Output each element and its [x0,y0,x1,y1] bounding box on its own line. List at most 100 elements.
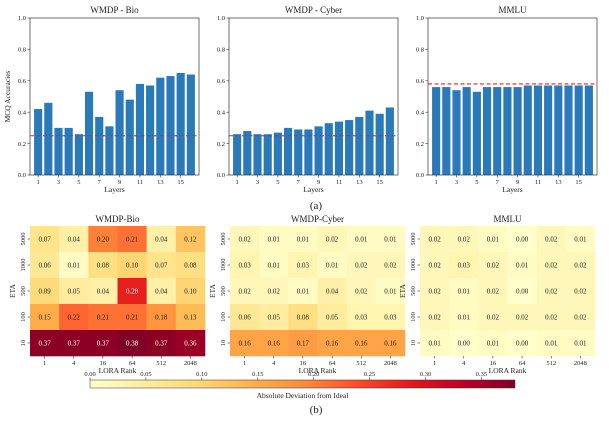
x-tick-label: 2048 [184,360,197,367]
bar [146,85,155,175]
heatmap-cell [259,304,289,331]
heatmap-cell-label: 0.01 [487,340,500,348]
heatmap-cell-label: 0.00 [516,340,529,348]
colorbar-tick-label: 0.00 [84,371,95,378]
x-tick-label: 13 [555,179,562,186]
x-axis-label: Layers [303,185,323,194]
heatmap-cell [449,226,479,253]
heatmap-cell-label: 0.01 [326,262,339,270]
x-tick-label: 2048 [574,360,587,367]
axes-frame [427,17,598,176]
y-tick-label: 0.4 [217,109,226,116]
heatmap-cell-label: 0.22 [68,314,81,322]
heatmap-cell [420,252,450,279]
x-tick-label: 16 [100,360,107,367]
y-tick-label: 5000 [220,233,227,246]
bar [375,113,384,175]
x-tick-label: 512 [356,360,366,367]
y-tick-label: 0.6 [217,78,226,85]
x-tick-label: 3 [455,179,458,186]
bar [95,116,104,175]
heatmap-cell [230,330,260,357]
bar [365,110,374,175]
heatmap-cell-label: 0.01 [384,288,397,296]
heatmap-cell [478,226,508,253]
y-tick-label: 0.6 [18,78,27,85]
heatmap-cell-label: 0.02 [574,314,587,322]
bar [462,87,471,175]
y-tick-label: 0.2 [18,141,26,148]
heatmap-cell [88,252,118,279]
y-tick-label: 0.4 [18,109,27,116]
heatmap-cell [536,330,567,357]
heatmap-cell-label: 0.02 [516,314,529,322]
heatmap-cell [30,304,60,331]
heatmap-cell-label: 0.01 [297,236,310,244]
heatmap-cell [317,252,347,279]
x-tick-label: 7 [496,179,500,186]
chart-title: WMDP - Bio [90,5,139,15]
heatmap-cell [420,304,450,331]
x-tick-label: 9 [516,179,519,186]
heatmap-cell-label: 0.13 [184,314,197,322]
bar [54,127,63,175]
x-tick-label: 1 [43,360,46,367]
heatmap-cell [117,304,147,331]
heatmap-cell [317,278,347,305]
heatmap-cell-label: 0.01 [355,236,368,244]
heatmap-cell [346,278,377,305]
x-tick-label: 9 [317,179,320,186]
heatmap-cell-label: 0.04 [326,288,339,296]
bar [34,109,43,175]
heatmap-cell-label: 0.02 [384,262,397,270]
y-tick-label: 500 [410,286,417,296]
heatmap-cell [565,330,596,357]
heatmap-cell [346,304,377,331]
heatmap-cell [478,330,508,357]
heatmap-cell-label: 0.02 [238,236,251,244]
heatmap-cell [59,226,89,253]
bar [493,87,502,175]
heatmap-cell [175,278,206,305]
heatmap-cell [449,278,479,305]
y-tick-label: 5000 [20,233,27,246]
x-tick-label: 3 [256,179,259,186]
heatmap-cell-label: 0.02 [428,314,441,322]
x-tick-label: 7 [98,179,102,186]
heatmap-cell-label: 0.16 [355,340,368,348]
bar [442,87,451,175]
heatmap-cell-label: 0.01 [574,340,587,348]
bar [432,87,441,175]
x-tick-label: 64 [129,360,136,367]
y-tick-label: 1.0 [217,15,225,22]
heatmap-cell-label: 0.02 [326,236,339,244]
heatmap-cell [288,252,318,279]
heatmap-cell-label: 0.02 [545,288,558,296]
caption-b: (b) [310,404,323,416]
y-tick-label: 10 [410,340,417,347]
x-axis-label: Layers [104,185,124,194]
heatmap-cell-label: 0.16 [384,340,397,348]
x-tick-label: 13 [157,179,164,186]
heatmap-heat-cyber: WMDP-Cyber 0.02 0.01 0.01 0.02 0.01 0.01 0.03 0.… [208,214,406,375]
heatmap-cell-label: 0.21 [126,314,139,322]
y-tick-label: 10 [20,340,27,347]
heatmap-cell-label: 0.03 [355,314,368,322]
bar [115,90,124,175]
heatmap-cell [478,304,508,331]
bar [84,91,94,175]
heatmap-cell-label: 0.02 [355,288,368,296]
y-tick-label: 100 [20,312,27,322]
heatmap-cell [565,226,596,253]
x-tick-label: 4 [462,360,466,367]
heatmap-cell [259,278,289,305]
bar [105,126,114,175]
heatmap-cell [30,252,60,279]
x-tick-label: 64 [519,360,526,367]
heatmap-cell-label: 0.37 [68,340,81,348]
